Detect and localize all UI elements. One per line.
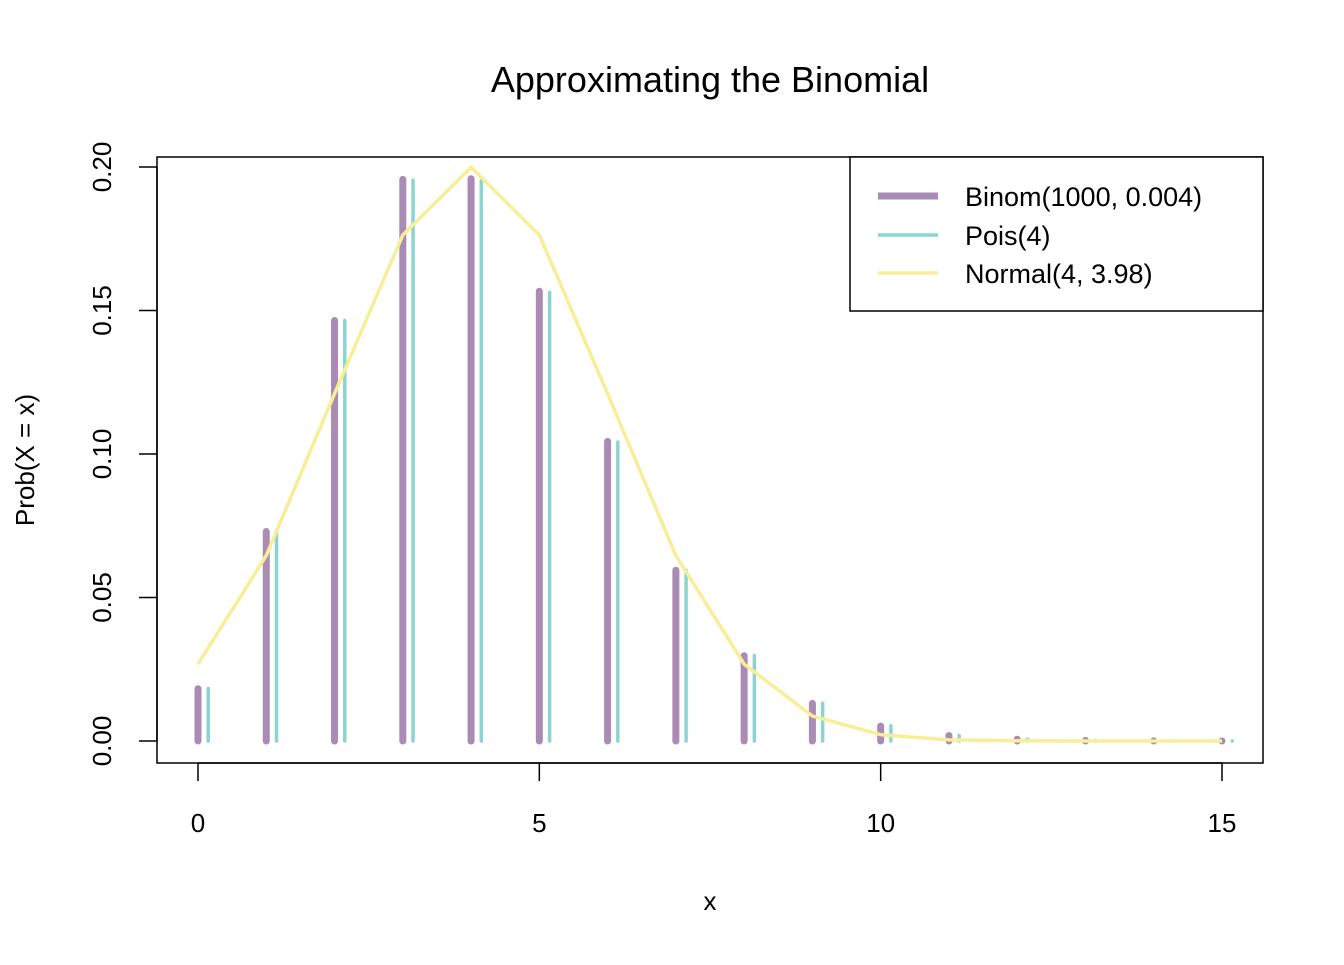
y-tick-label: 0.10	[87, 429, 117, 480]
x-tick-label: 0	[191, 808, 205, 838]
legend-label-binom: Binom(1000, 0.004)	[965, 182, 1202, 212]
normal-curve	[196, 164, 1222, 743]
legend: Binom(1000, 0.004) Pois(4) Normal(4, 3.9…	[849, 156, 1264, 312]
chart-title: Approximating the Binomial	[491, 59, 929, 100]
x-axis-label: x	[704, 886, 717, 916]
y-axis-label: Prob(X = x)	[10, 394, 40, 526]
y-tick-label: 0.05	[87, 572, 117, 623]
x-tick-label: 10	[866, 808, 895, 838]
x-tick-label: 5	[532, 808, 546, 838]
x-tick-label: 15	[1208, 808, 1237, 838]
y-tick-label: 0.15	[87, 285, 117, 336]
y-tick-label: 0.00	[87, 716, 117, 767]
legend-label-pois: Pois(4)	[965, 221, 1051, 251]
legend-label-normal: Normal(4, 3.98)	[965, 259, 1153, 289]
y-tick-label: 0.20	[87, 142, 117, 193]
